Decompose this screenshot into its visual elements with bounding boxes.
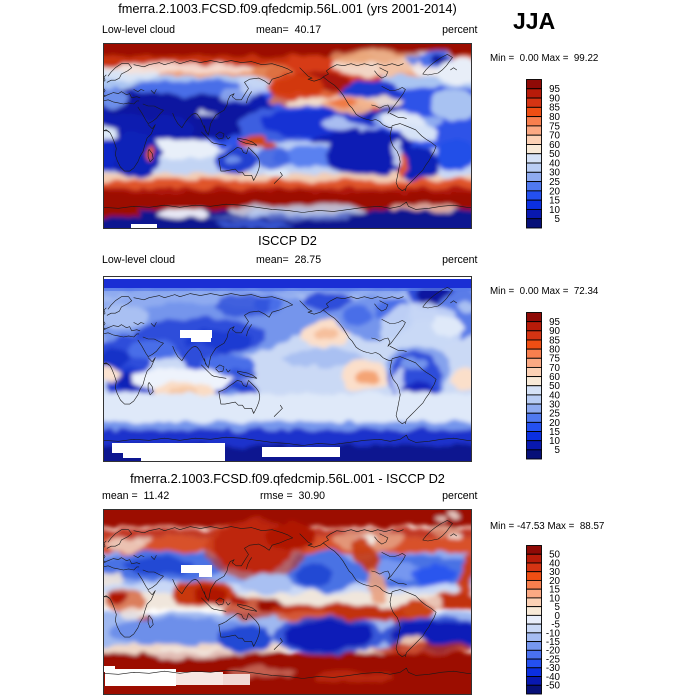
svg-text:5: 5 — [555, 602, 561, 613]
svg-text:-25: -25 — [546, 654, 561, 665]
svg-text:25: 25 — [549, 176, 560, 187]
svg-text:10: 10 — [549, 593, 560, 604]
svg-text:5: 5 — [555, 214, 561, 225]
svg-text:40: 40 — [549, 158, 560, 169]
svg-text:90: 90 — [549, 93, 560, 104]
svg-text:5: 5 — [555, 445, 561, 456]
svg-text:-40: -40 — [546, 671, 561, 682]
svg-text:-20: -20 — [546, 645, 561, 656]
svg-text:85: 85 — [549, 102, 560, 113]
svg-text:-15: -15 — [546, 636, 561, 647]
svg-text:95: 95 — [549, 317, 560, 328]
svg-text:70: 70 — [549, 130, 560, 141]
svg-text:80: 80 — [549, 112, 560, 123]
svg-text:20: 20 — [549, 186, 560, 197]
svg-text:-5: -5 — [551, 619, 560, 630]
svg-text:20: 20 — [549, 575, 560, 586]
svg-text:90: 90 — [549, 326, 560, 337]
svg-text:30: 30 — [549, 399, 560, 410]
svg-text:80: 80 — [549, 345, 560, 356]
svg-text:50: 50 — [549, 149, 560, 160]
svg-text:40: 40 — [549, 390, 560, 401]
svg-text:-30: -30 — [546, 663, 561, 674]
svg-text:60: 60 — [549, 139, 560, 150]
svg-text:0: 0 — [555, 610, 561, 621]
svg-text:20: 20 — [549, 418, 560, 429]
svg-text:-10: -10 — [546, 628, 561, 639]
svg-text:25: 25 — [549, 409, 560, 420]
svg-text:10: 10 — [549, 204, 560, 215]
svg-text:50: 50 — [549, 549, 560, 560]
svg-text:40: 40 — [549, 558, 560, 569]
svg-text:70: 70 — [549, 363, 560, 374]
svg-text:85: 85 — [549, 335, 560, 346]
svg-text:75: 75 — [549, 354, 560, 365]
svg-text:-50: -50 — [546, 680, 561, 691]
svg-text:75: 75 — [549, 121, 560, 132]
svg-text:15: 15 — [549, 584, 560, 595]
svg-text:10: 10 — [549, 436, 560, 447]
svg-text:30: 30 — [549, 567, 560, 578]
svg-text:15: 15 — [549, 195, 560, 206]
svg-text:60: 60 — [549, 372, 560, 383]
svg-text:15: 15 — [549, 427, 560, 438]
svg-text:95: 95 — [549, 84, 560, 95]
svg-text:50: 50 — [549, 381, 560, 392]
svg-text:30: 30 — [549, 167, 560, 178]
